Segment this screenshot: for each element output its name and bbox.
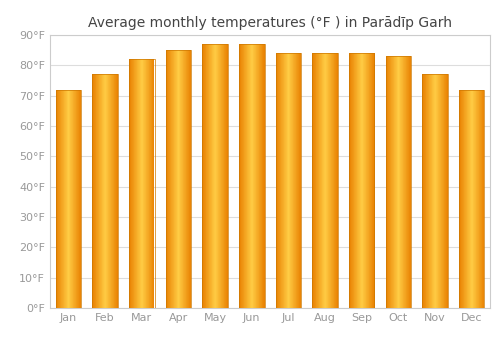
Title: Average monthly temperatures (°F ) in Parādīp Garh: Average monthly temperatures (°F ) in Pa… (88, 16, 452, 30)
Bar (129, 59, 154, 308)
Bar (166, 50, 191, 308)
Bar (312, 53, 338, 308)
Bar (349, 53, 374, 308)
Bar (276, 53, 301, 308)
Bar (202, 44, 228, 308)
Bar (92, 75, 118, 308)
Bar (56, 90, 81, 308)
Bar (239, 44, 264, 308)
Bar (386, 56, 411, 308)
Bar (422, 75, 448, 308)
Bar (459, 90, 484, 308)
